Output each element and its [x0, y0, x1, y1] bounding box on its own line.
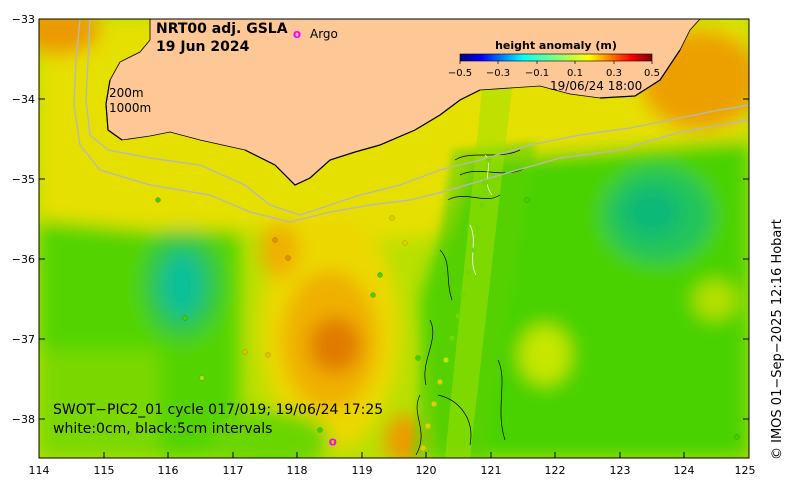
nadir-track-dots [420, 157, 492, 451]
colorbar-tick-label: −0.3 [486, 68, 510, 79]
plot-frame [38, 18, 750, 459]
y-tick-label: −37 [12, 333, 35, 346]
map-title: NRT00 adj. GSLA [156, 21, 288, 37]
colorbar-tick-label: 0.3 [606, 68, 622, 79]
y-tick-label: −35 [12, 173, 35, 186]
x-tick-label: 119 [352, 464, 373, 477]
argo-legend: o Argo [293, 27, 338, 41]
argo-legend-label: Argo [310, 27, 338, 41]
x-tick-label: 124 [674, 464, 695, 477]
x-tick-label: 121 [481, 464, 502, 477]
colorbar-tick-label: 0.1 [567, 68, 583, 79]
x-tick-label: 116 [158, 464, 179, 477]
y-axis [39, 18, 749, 420]
coast-outline [105, 49, 681, 186]
isobath-label: 200m [109, 86, 144, 100]
height-anomaly-field: o [39, 19, 749, 458]
y-tick-label: −36 [12, 253, 35, 266]
colorbar-tick-label: −0.5 [448, 68, 472, 79]
isobath-lines [73, 19, 749, 223]
contour-note: white:0cm, black:5cm intervals [53, 421, 272, 437]
x-tick-label: 114 [29, 464, 50, 477]
swot-note: SWOT−PIC2_01 cycle 017/019; 19/06/24 17:… [53, 402, 383, 418]
argo-float-marker: o [329, 435, 337, 449]
x-tick-label: 123 [610, 464, 631, 477]
colorbar-title: height anomaly (m) [495, 39, 617, 52]
x-tick-label: 115 [94, 464, 115, 477]
colorbar-tick-label: −0.1 [525, 68, 549, 79]
credit-text: © IMOS 01−Sep−2025 12:16 Hobart [770, 219, 785, 460]
isobath-label: 1000m [109, 101, 151, 115]
x-tick-label: 122 [545, 464, 566, 477]
colorbar: height anomaly (m) −0.5 −0.3 −0.1 0.1 0.… [448, 39, 660, 79]
x-tick-label: 120 [416, 464, 437, 477]
x-axis [38, 452, 750, 458]
y-tick-label: −34 [12, 93, 35, 106]
y-tick-label: −33 [12, 13, 35, 26]
map-date: 19 Jun 2024 [156, 39, 250, 55]
observation-dots [155, 197, 740, 440]
swot-swath [410, 88, 536, 458]
swath-timestamp: 19/06/24 18:00 [550, 79, 642, 93]
x-tick-label: 125 [735, 464, 756, 477]
argo-legend-symbol: o [293, 27, 301, 41]
colorbar-tick-label: 0.5 [644, 68, 660, 79]
x-tick-label: 118 [287, 464, 308, 477]
x-tick-label: 117 [223, 464, 244, 477]
y-tick-label: −38 [12, 413, 35, 426]
colorbar-gradient [459, 53, 653, 62]
